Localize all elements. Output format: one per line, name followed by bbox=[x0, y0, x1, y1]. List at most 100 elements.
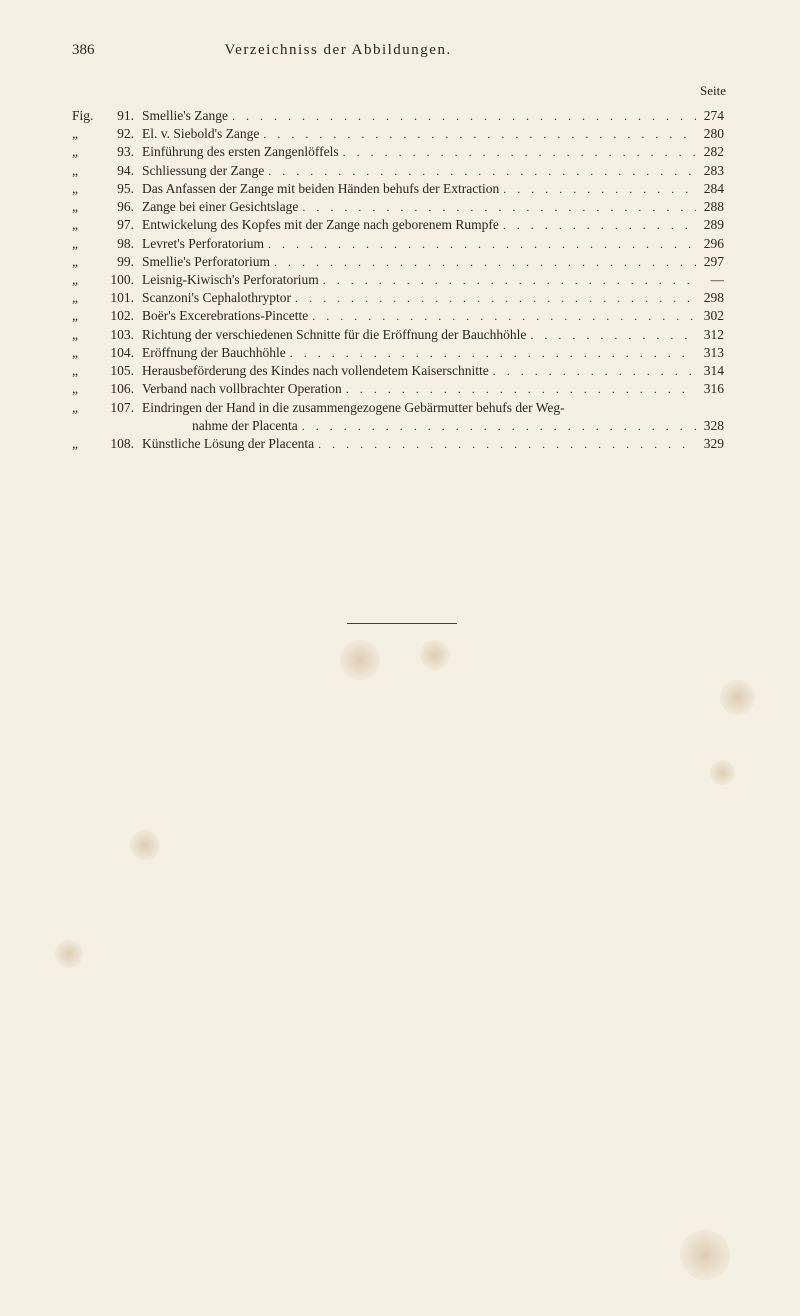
entry-text: Zange bei einer Gesichtslage bbox=[142, 198, 298, 216]
entry-number: 104. bbox=[106, 344, 142, 362]
toc-entry: „99.Smellie's Perforatorium. . . . . . .… bbox=[72, 253, 732, 271]
entry-number: 94. bbox=[106, 162, 142, 180]
entry-text: Richtung der verschiedenen Schnitte für … bbox=[142, 326, 526, 344]
entry-number: 102. bbox=[106, 307, 142, 325]
entry-number: 101. bbox=[106, 289, 142, 307]
entry-prefix: „ bbox=[72, 180, 106, 198]
leader-dots: . . . . . . . . . . . . . . . . . . . . … bbox=[319, 272, 696, 288]
entry-page: 288 bbox=[696, 198, 732, 216]
entry-text: Künstliche Lösung der Placenta bbox=[142, 435, 314, 453]
entry-prefix: „ bbox=[72, 216, 106, 234]
entry-number: 98. bbox=[106, 235, 142, 253]
leader-dots: . . . . . . . . . . . . . . . . . . . . … bbox=[526, 327, 696, 343]
toc-entry: „101.Scanzoni's Cephalothryptor. . . . .… bbox=[72, 289, 732, 307]
aging-spot bbox=[420, 640, 450, 670]
toc-entry: „107.Eindringen der Hand in die zusammen… bbox=[72, 399, 732, 417]
entry-text: Das Anfassen der Zange mit beiden Händen… bbox=[142, 180, 499, 198]
entry-page: 329 bbox=[696, 435, 732, 453]
entry-page: — bbox=[696, 271, 732, 289]
leader-dots: . . . . . . . . . . . . . . . . . . . . … bbox=[264, 163, 696, 179]
entry-number: 95. bbox=[106, 180, 142, 198]
toc-entry: „106.Verband nach vollbrachter Operation… bbox=[72, 380, 732, 398]
entry-prefix: „ bbox=[72, 271, 106, 289]
entry-number: 107. bbox=[106, 399, 142, 417]
entry-page: 289 bbox=[696, 216, 732, 234]
entry-text: Scanzoni's Cephalothryptor bbox=[142, 289, 291, 307]
entry-prefix: „ bbox=[72, 435, 106, 453]
entry-prefix: „ bbox=[72, 125, 106, 143]
entries-list: Fig.91.Smellie's Zange. . . . . . . . . … bbox=[72, 107, 732, 453]
entry-page: 297 bbox=[696, 253, 732, 271]
toc-entry-continuation: nahme der Placenta. . . . . . . . . . . … bbox=[72, 417, 732, 435]
aging-spot bbox=[340, 640, 380, 680]
aging-spot bbox=[710, 760, 735, 785]
toc-entry: Fig.91.Smellie's Zange. . . . . . . . . … bbox=[72, 107, 732, 125]
entry-number: 100. bbox=[106, 271, 142, 289]
entry-prefix: „ bbox=[72, 326, 106, 344]
entry-text: Leisnig-Kiwisch's Perforatorium bbox=[142, 271, 319, 289]
entry-prefix: „ bbox=[72, 162, 106, 180]
toc-entry: „105.Herausbeförderung des Kindes nach v… bbox=[72, 362, 732, 380]
entry-page: 274 bbox=[696, 107, 732, 125]
entry-text: Eröffnung der Bauchhöhle bbox=[142, 344, 286, 362]
page-number: 386 bbox=[72, 42, 95, 59]
entry-prefix: „ bbox=[72, 399, 106, 417]
entry-prefix: „ bbox=[72, 307, 106, 325]
entry-text: Smellie's Perforatorium bbox=[142, 253, 270, 271]
entry-number: 92. bbox=[106, 125, 142, 143]
entry-page: 298 bbox=[696, 289, 732, 307]
page-header: 386 Verzeichniss der Abbildungen. bbox=[72, 42, 732, 59]
entry-text: El. v. Siebold's Zange bbox=[142, 125, 259, 143]
entry-number: 93. bbox=[106, 143, 142, 161]
entry-page: 313 bbox=[696, 344, 732, 362]
leader-dots: . . . . . . . . . . . . . . . . . . . . … bbox=[314, 436, 696, 452]
entry-page: 283 bbox=[696, 162, 732, 180]
entry-text: Entwickelung des Kopfes mit der Zange na… bbox=[142, 216, 499, 234]
leader-dots: . . . . . . . . . . . . . . . . . . . . … bbox=[286, 345, 696, 361]
entry-text: Verband nach vollbrachter Operation bbox=[142, 380, 342, 398]
entry-prefix: „ bbox=[72, 380, 106, 398]
entry-number: 105. bbox=[106, 362, 142, 380]
entry-prefix: „ bbox=[72, 289, 106, 307]
toc-entry: „108.Künstliche Lösung der Placenta. . .… bbox=[72, 435, 732, 453]
entry-prefix: „ bbox=[72, 362, 106, 380]
entry-prefix: „ bbox=[72, 198, 106, 216]
entry-text: Levret's Perforatorium bbox=[142, 235, 264, 253]
entry-prefix: „ bbox=[72, 344, 106, 362]
entry-number: 97. bbox=[106, 216, 142, 234]
entry-text: Herausbeförderung des Kindes nach vollen… bbox=[142, 362, 489, 380]
entry-page: 302 bbox=[696, 307, 732, 325]
leader-dots: . . . . . . . . . . . . . . . . . . . . … bbox=[342, 381, 696, 397]
entry-number: 99. bbox=[106, 253, 142, 271]
entry-number: 108. bbox=[106, 435, 142, 453]
toc-entry: „94.Schliessung der Zange. . . . . . . .… bbox=[72, 162, 732, 180]
leader-dots: . . . . . . . . . . . . . . . . . . . . … bbox=[298, 199, 696, 215]
entry-text: Boër's Excerebrations-Pincette bbox=[142, 307, 308, 325]
toc-entry: „98.Levret's Perforatorium. . . . . . . … bbox=[72, 235, 732, 253]
toc-entry: „103.Richtung der verschiedenen Schnitte… bbox=[72, 326, 732, 344]
leader-dots: . . . . . . . . . . . . . . . . . . . . … bbox=[270, 254, 696, 270]
entry-page: 296 bbox=[696, 235, 732, 253]
entry-prefix: „ bbox=[72, 253, 106, 271]
leader-dots: . . . . . . . . . . . . . . . . . . . . … bbox=[489, 363, 696, 379]
entry-page: 314 bbox=[696, 362, 732, 380]
leader-dots: . . . . . . . . . . . . . . . . . . . . … bbox=[499, 217, 696, 233]
entry-number: 106. bbox=[106, 380, 142, 398]
entry-prefix: „ bbox=[72, 143, 106, 161]
aging-spot bbox=[130, 830, 160, 860]
entry-text: Eindringen der Hand in die zusammengezog… bbox=[142, 399, 565, 417]
leader-dots: . . . . . . . . . . . . . . . . . . . . … bbox=[298, 418, 696, 434]
entry-page: 280 bbox=[696, 125, 732, 143]
leader-dots: . . . . . . . . . . . . . . . . . . . . … bbox=[228, 108, 696, 124]
header-title: Verzeichniss der Abbildungen. bbox=[225, 42, 452, 59]
entry-text: Einführung des ersten Zangenlöffels bbox=[142, 143, 339, 161]
entry-number: 103. bbox=[106, 326, 142, 344]
leader-dots: . . . . . . . . . . . . . . . . . . . . … bbox=[264, 236, 696, 252]
toc-entry: „92.El. v. Siebold's Zange. . . . . . . … bbox=[72, 125, 732, 143]
entry-page: 312 bbox=[696, 326, 732, 344]
aging-spot bbox=[55, 940, 83, 968]
entry-page: 328 bbox=[696, 417, 732, 435]
document-page: 386 Verzeichniss der Abbildungen. Seite … bbox=[0, 0, 800, 624]
entry-page: 282 bbox=[696, 143, 732, 161]
entry-page: 316 bbox=[696, 380, 732, 398]
